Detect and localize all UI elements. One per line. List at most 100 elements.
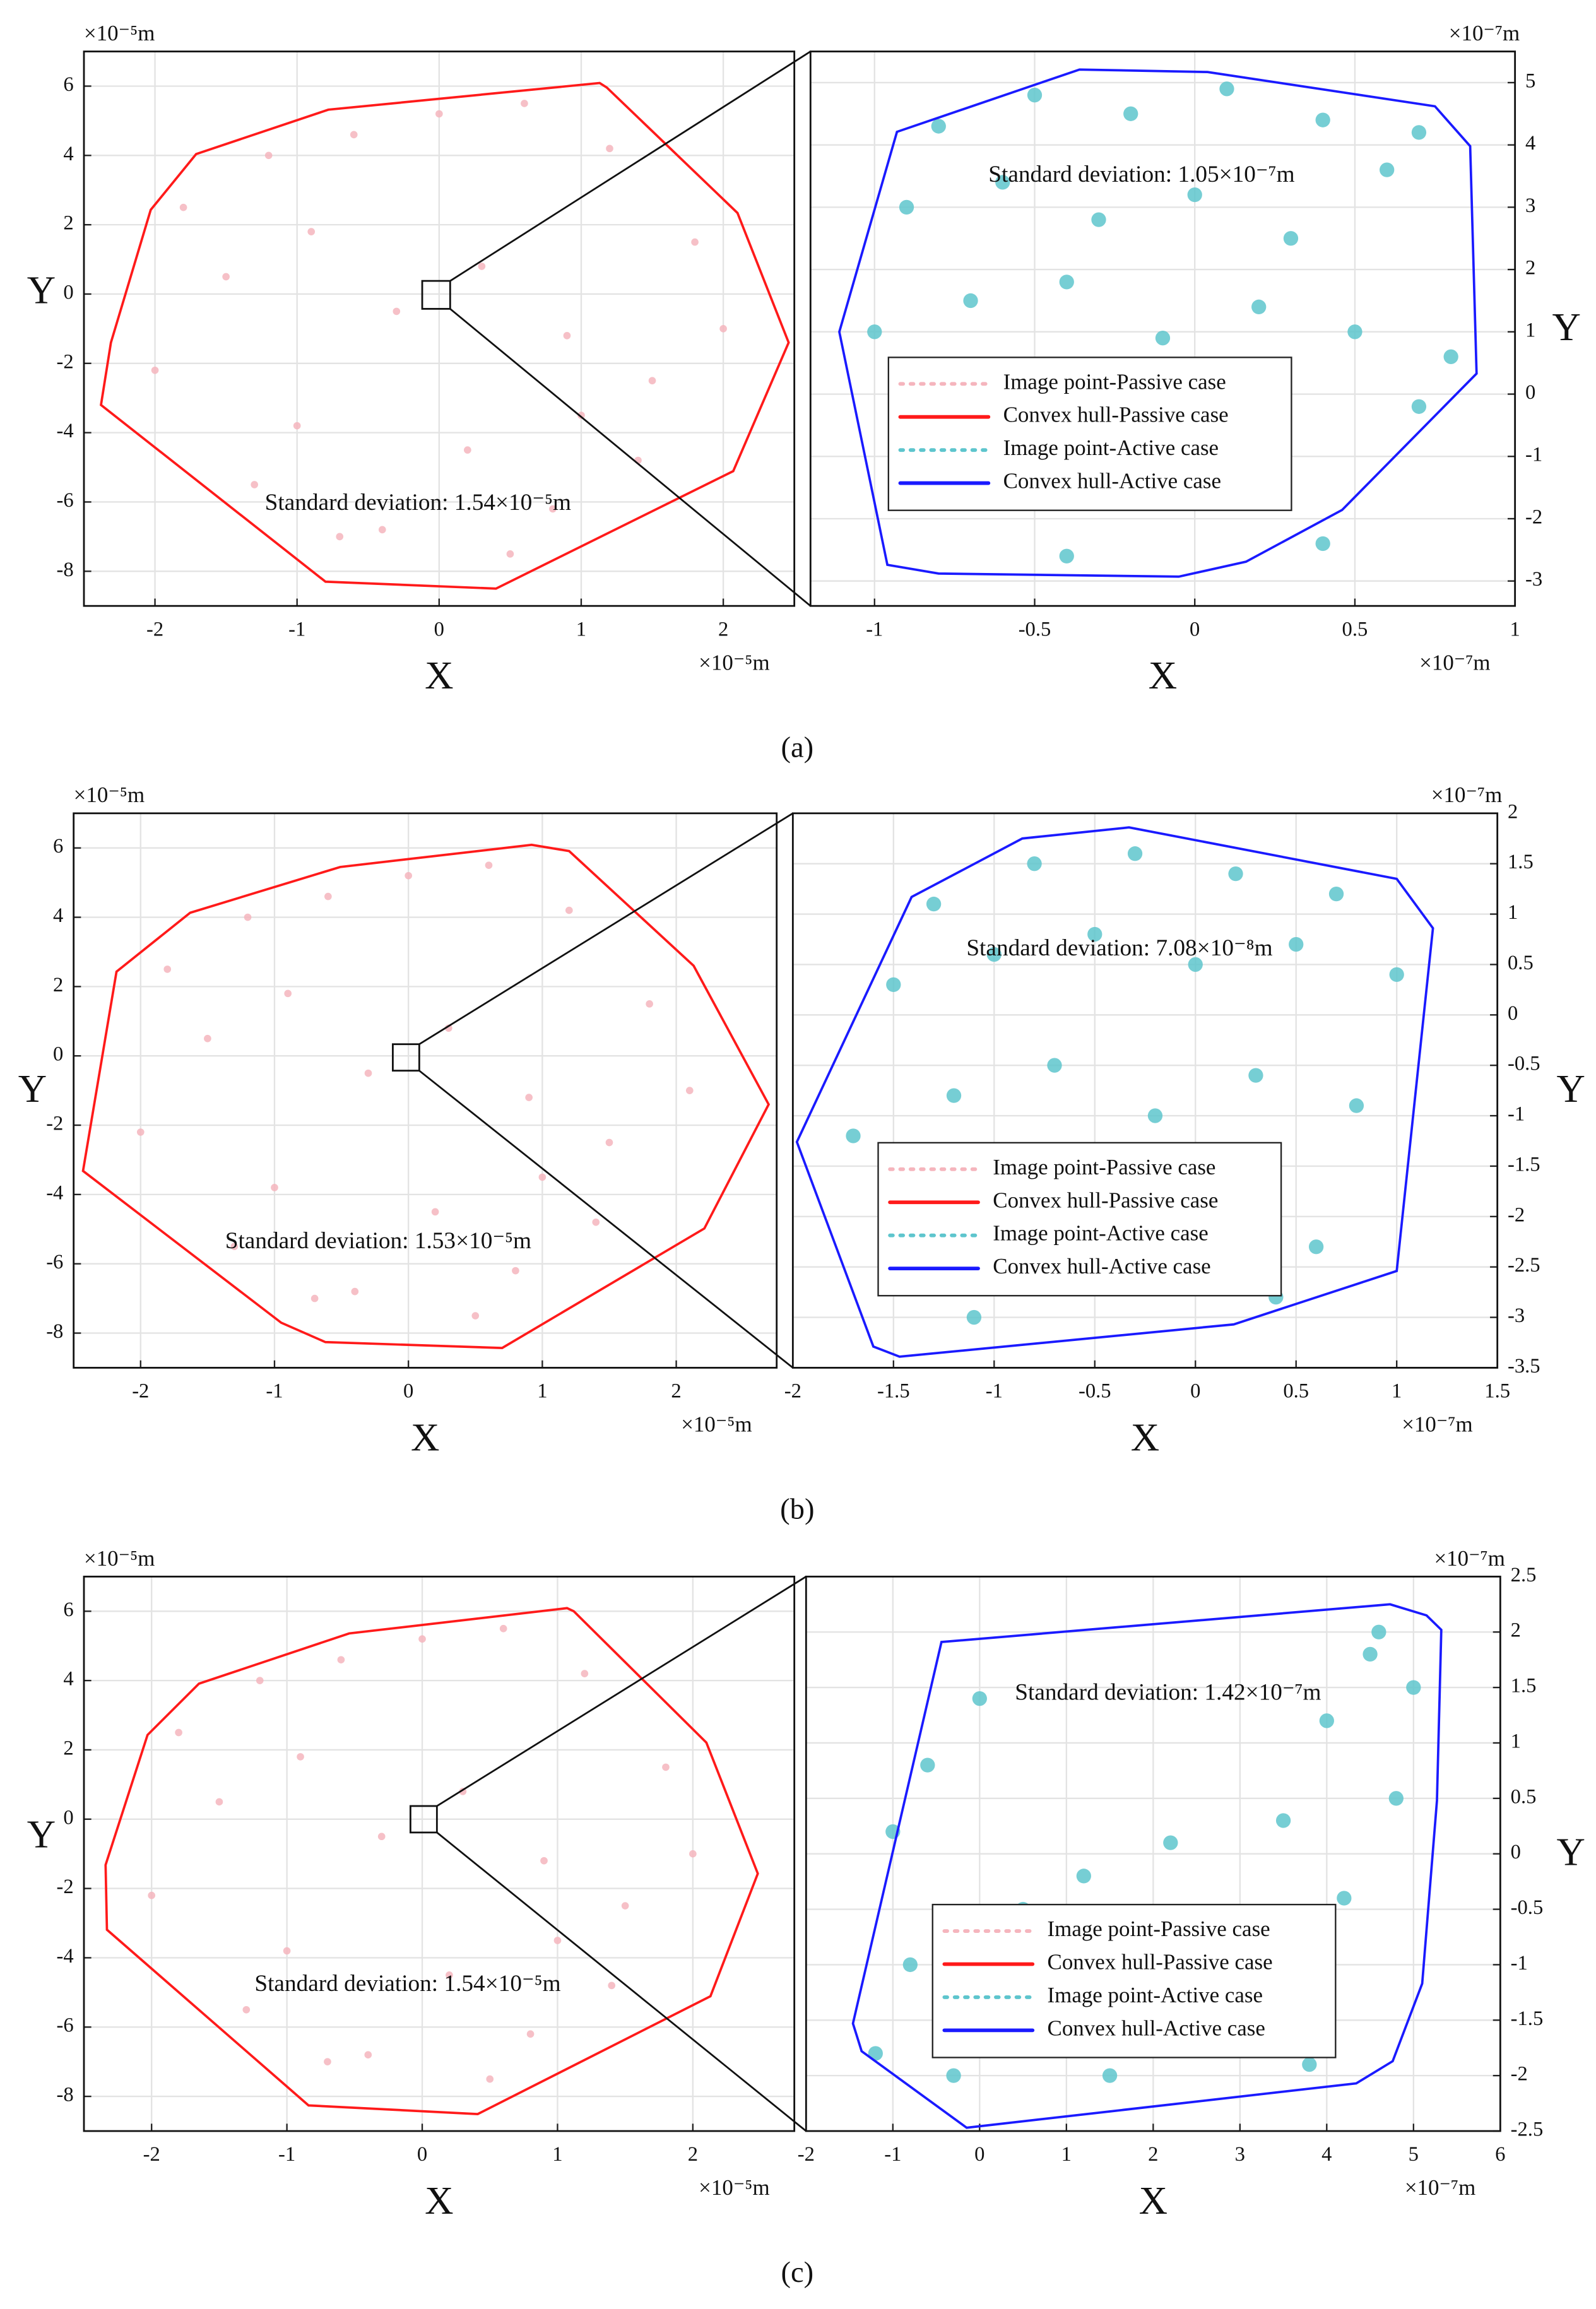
- image-point: [284, 989, 292, 998]
- image-point: [1411, 399, 1427, 414]
- y-tick-label: 1: [1525, 319, 1535, 341]
- y-unit: ×10⁻⁵m: [74, 782, 145, 807]
- y-tick-label: -2: [57, 1875, 74, 1898]
- y-tick-label: 2: [63, 1737, 73, 1759]
- image-point: [179, 203, 187, 211]
- image-point: [1411, 125, 1427, 140]
- image-point: [485, 861, 493, 870]
- image-point: [1328, 886, 1344, 902]
- zoom-connector: [418, 812, 794, 1045]
- axes-frame: [83, 50, 796, 607]
- y-axis-label: Y: [27, 268, 56, 312]
- y-tick-label: -4: [57, 420, 74, 442]
- image-point: [293, 422, 301, 430]
- x-tick-label: 1: [552, 2143, 562, 2166]
- image-point: [1319, 1713, 1334, 1728]
- convex-hull: [100, 81, 790, 590]
- panel-caption: (c): [781, 2256, 813, 2289]
- x-tick-label: 0: [417, 2143, 427, 2166]
- image-point: [1337, 1891, 1352, 1906]
- image-point: [431, 1208, 439, 1216]
- x-tick-label: -1.5: [877, 1380, 910, 1403]
- x-axis-label: X: [1131, 1415, 1159, 1459]
- x-tick-label: 6: [1495, 2143, 1505, 2166]
- annotation: Standard deviation: 1.05×10⁻⁷m: [988, 162, 1294, 187]
- x-tick-label: 0.5: [1283, 1380, 1309, 1403]
- image-point: [608, 1981, 616, 1990]
- convex-hull: [104, 1607, 759, 2115]
- legend-label: Image point-Active case: [1003, 435, 1219, 460]
- x-tick-label: -1: [266, 1380, 283, 1403]
- image-point: [351, 1287, 359, 1296]
- image-point: [946, 2068, 961, 2083]
- image-point: [1315, 536, 1330, 552]
- y-tick-label: -1: [1525, 444, 1542, 466]
- image-point: [899, 199, 914, 215]
- y-tick-label: -8: [57, 2084, 74, 2106]
- x-axis-label: X: [1139, 2178, 1167, 2223]
- y-tick-label: 0: [1525, 381, 1535, 404]
- x-tick-label: -2: [143, 2143, 160, 2166]
- x-tick-label: 0.5: [1342, 618, 1368, 641]
- image-point: [230, 1243, 239, 1251]
- x-tick-label: 1: [537, 1380, 547, 1403]
- panel-caption: (a): [781, 731, 813, 764]
- y-tick-label: 4: [53, 904, 63, 927]
- x-tick-label: 2: [1148, 2143, 1158, 2166]
- y-tick-label: -6: [57, 489, 74, 512]
- image-point: [538, 1173, 547, 1181]
- x-tick-label: 1: [1061, 2143, 1072, 2166]
- x-unit: ×10⁻⁷m: [1419, 650, 1490, 675]
- image-point: [471, 1312, 480, 1320]
- convex-hull: [851, 1603, 1443, 2129]
- image-point: [1027, 856, 1042, 871]
- y-unit: ×10⁻⁷m: [1449, 21, 1520, 45]
- y-tick-label: 0.5: [1508, 952, 1534, 974]
- image-point: [1076, 1869, 1091, 1884]
- x-tick-label: -0.5: [1079, 1380, 1111, 1403]
- image-point: [719, 325, 727, 333]
- image-point: [1127, 846, 1143, 861]
- convex-hull: [795, 826, 1434, 1358]
- legend-label: Image point-Active case: [1048, 1983, 1263, 2007]
- image-point: [926, 896, 942, 912]
- y-tick-label: -1.5: [1511, 2007, 1544, 2030]
- annotation: Standard deviation: 1.53×10⁻⁵m: [225, 1228, 531, 1254]
- x-tick-label: -1: [288, 618, 305, 641]
- y-tick-label: -3: [1508, 1304, 1525, 1327]
- image-point: [512, 1267, 519, 1275]
- image-point: [846, 1128, 861, 1143]
- image-point: [1349, 1098, 1364, 1113]
- legend-label: Convex hull-Active case: [1048, 2016, 1265, 2040]
- x-tick-label: 0: [1190, 1380, 1200, 1403]
- convex-hull: [81, 843, 771, 1350]
- image-point: [271, 1184, 278, 1191]
- x-tick-label: 0: [434, 618, 444, 641]
- image-point: [1289, 936, 1304, 952]
- image-point: [565, 906, 573, 914]
- y-tick-label: 2: [63, 212, 73, 235]
- image-point: [867, 324, 882, 340]
- image-point: [148, 1891, 156, 1899]
- x-tick-label: -1: [278, 2143, 295, 2166]
- image-point: [1443, 349, 1458, 364]
- y-tick-label: 2.5: [1511, 1564, 1537, 1586]
- image-point: [435, 110, 443, 118]
- image-point: [920, 1757, 935, 1773]
- image-point: [264, 151, 273, 160]
- image-point: [478, 263, 486, 270]
- image-point: [377, 1833, 386, 1841]
- x-tick-label: 2: [671, 1380, 681, 1403]
- image-point: [966, 1309, 982, 1325]
- image-point: [563, 332, 571, 340]
- legend-label: Convex hull-Active case: [1003, 469, 1221, 493]
- image-point: [307, 228, 316, 235]
- image-point: [1347, 324, 1363, 340]
- legend-label: Convex hull-Passive case: [1003, 403, 1229, 427]
- image-point: [1389, 967, 1404, 983]
- image-point: [648, 377, 656, 385]
- image-point: [525, 1094, 533, 1101]
- annotation: Standard deviation: 1.42×10⁻⁷m: [1015, 1679, 1321, 1705]
- x-tick-label: -2: [784, 1380, 801, 1403]
- image-point: [995, 175, 1010, 190]
